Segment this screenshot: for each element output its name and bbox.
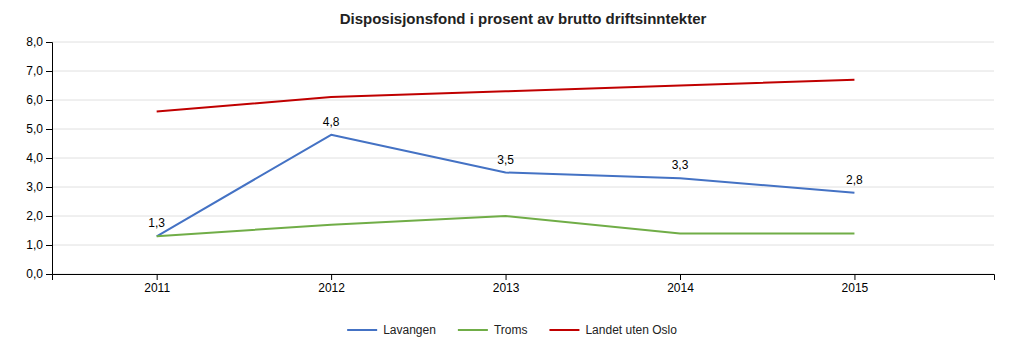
legend-label: Lavangen <box>383 323 436 337</box>
axis-line <box>46 43 53 275</box>
tick-label: 8,0 <box>26 35 43 49</box>
tick-mark <box>854 274 855 280</box>
data-label: 3,3 <box>672 158 689 172</box>
tick-label: 5,0 <box>26 122 43 136</box>
data-label: 4,8 <box>323 115 340 129</box>
tick-label: 2011 <box>144 281 170 295</box>
plot-area: 2011 2012 2013 2014 2015 0,0 1,0 2,0 3,0 4,0 5,0 6,… <box>26 35 994 294</box>
legend-label: Landet uten Oslo <box>585 323 677 337</box>
tick-mark <box>506 274 507 280</box>
tick-mark <box>46 42 52 43</box>
data-label: 3,5 <box>497 153 514 167</box>
tick-label: 1,0 <box>26 238 43 252</box>
tick: 2011 <box>144 274 170 295</box>
grid-line <box>52 129 994 130</box>
data-labels: 1,3 4,8 3,5 3,3 2,8 <box>148 115 863 231</box>
series-lines <box>157 80 855 237</box>
grid-line <box>52 100 994 101</box>
legend-item: Troms <box>458 323 528 337</box>
tick-mark <box>46 100 52 101</box>
grid-line <box>52 245 994 246</box>
tick: 2012 <box>318 274 345 295</box>
tick: 1,0 <box>26 238 52 252</box>
series-line <box>157 80 855 112</box>
tick-mark <box>46 245 52 246</box>
tick-mark <box>46 158 52 159</box>
tick-label: 0,0 <box>26 267 43 281</box>
legend-swatch <box>347 329 377 331</box>
tick: 6,0 <box>26 93 52 107</box>
legend-label: Troms <box>494 323 528 337</box>
tick-label: 6,0 <box>26 93 43 107</box>
series-line <box>157 135 855 237</box>
title: Disposisjonsfond i prosent av brutto dri… <box>340 10 707 27</box>
axis-line <box>53 275 995 281</box>
tick-label: 2014 <box>667 281 694 295</box>
grid-line <box>52 42 994 43</box>
tick-mark <box>46 274 52 275</box>
tick-label: 2013 <box>493 281 520 295</box>
tick: 8,0 <box>26 35 52 49</box>
tick-mark <box>46 71 52 72</box>
legend-swatch <box>458 329 488 331</box>
legend-item: Lavangen <box>347 323 436 337</box>
data-label: 1,3 <box>148 216 165 230</box>
tick-mark <box>46 187 52 188</box>
grid-line <box>52 158 994 159</box>
tick-mark <box>46 216 52 217</box>
tick-label: 4,0 <box>26 151 43 165</box>
legend-swatch <box>549 329 579 331</box>
tick-mark <box>46 129 52 130</box>
tick-label: 7,0 <box>26 64 43 78</box>
tick: 2013 <box>493 274 520 295</box>
tick: 7,0 <box>26 64 52 78</box>
data-label: 2,8 <box>846 173 863 187</box>
tick-label: 3,0 <box>26 180 43 194</box>
tick-mark <box>331 274 332 280</box>
tick: 5,0 <box>26 122 52 136</box>
tick-label: 2012 <box>318 281 345 295</box>
tick-mark <box>680 274 681 280</box>
tick-label: 2015 <box>842 281 869 295</box>
legend: Lavangen Troms Landet uten Oslo <box>347 323 677 337</box>
x-axis: 2011 2012 2013 2014 2015 <box>53 274 995 295</box>
grid <box>52 42 994 274</box>
series-line <box>157 216 855 236</box>
chart: 2011 2012 2013 2014 2015 0,0 1,0 2,0 3,0 4,0 5,0 6,… <box>0 0 1024 346</box>
tick: 3,0 <box>26 180 52 194</box>
grid-line <box>52 71 994 72</box>
tick-label: 2,0 <box>26 209 43 223</box>
y-axis: 0,0 1,0 2,0 3,0 4,0 5,0 6,0 7,0 8,0 <box>26 35 52 281</box>
tick: 2014 <box>667 274 694 295</box>
tick: 0,0 <box>26 267 52 281</box>
tick: 2,0 <box>26 209 52 223</box>
legend-item: Landet uten Oslo <box>549 323 677 337</box>
tick: 2015 <box>842 274 869 295</box>
tick: 4,0 <box>26 151 52 165</box>
tick-mark <box>157 274 158 280</box>
